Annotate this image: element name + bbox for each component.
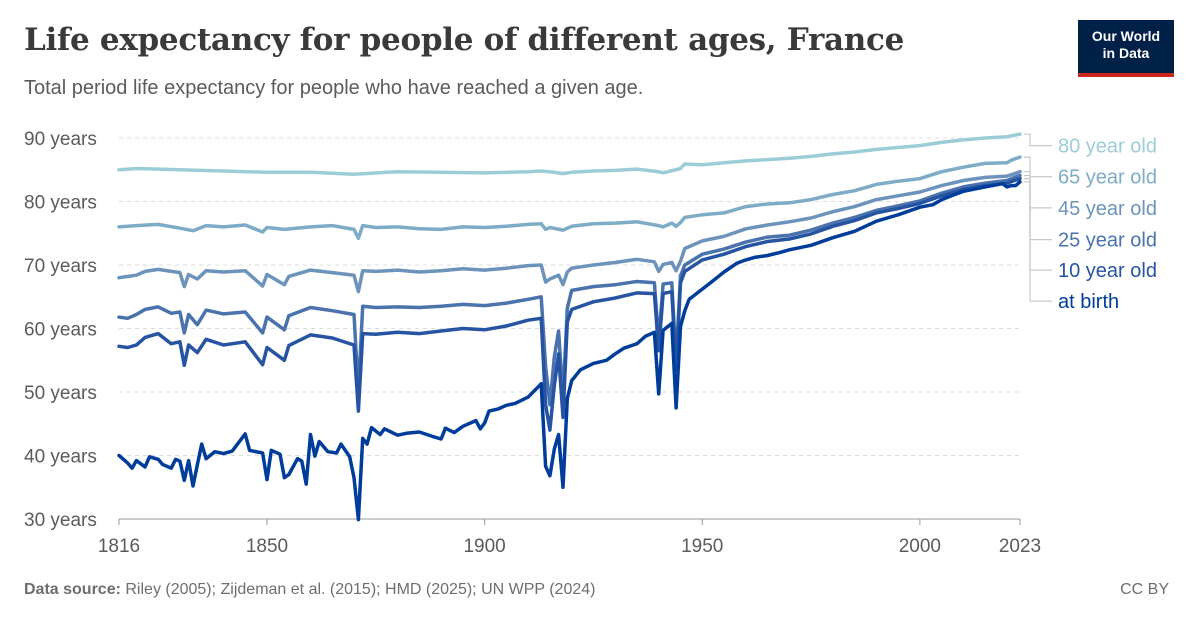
data-source-text[interactable]: Riley (2005); Zijdeman et al. (2015); HM…	[125, 581, 596, 598]
logo-line-1: Our World	[1091, 28, 1161, 44]
x-tick-label: 1900	[463, 536, 505, 557]
y-axis: 30 years 40 years 50 years 60 years 70 years…	[24, 129, 97, 531]
x-tick-label: 1850	[246, 536, 288, 557]
legend-label-65-year-old[interactable]: 65 year old	[1058, 167, 1157, 189]
data-source: Data source: Riley (2005); Zijdeman et a…	[24, 581, 595, 599]
y-tick-label: 40 years	[24, 447, 97, 468]
x-tick-label: 1950	[681, 536, 723, 557]
series-line-at-birth[interactable]	[117, 180, 1022, 522]
y-tick-label: 80 years	[24, 193, 97, 214]
chart-title: Life expectancy for people of different …	[24, 22, 905, 58]
legend-connector	[1024, 156, 1052, 178]
series-lines	[117, 132, 1022, 522]
x-tick-label: 1816	[98, 536, 140, 557]
logo-line-2: in Data	[1102, 45, 1150, 61]
legend-label-80-year-old[interactable]: 80 year old	[1058, 136, 1157, 158]
legend-label-10-year-old[interactable]: 10 year old	[1058, 260, 1157, 282]
legend-label-25-year-old[interactable]: 25 year old	[1058, 230, 1157, 252]
y-tick-label: 50 years	[24, 383, 97, 404]
legend-label-45-year-old[interactable]: 45 year old	[1058, 198, 1157, 220]
y-tick-label: 90 years	[24, 129, 97, 150]
series-line-65-year-old[interactable]	[117, 155, 1022, 241]
owid-logo[interactable]: Our World in Data	[1078, 20, 1174, 77]
series-line-25-year-old[interactable]	[117, 173, 1022, 407]
data-source-label: Data source:	[24, 581, 121, 598]
series-end-labels: 80 year old 65 year old 45 year old 25 year…	[1024, 133, 1157, 313]
y-tick-label: 60 years	[24, 320, 97, 341]
chart-subtitle: Total period life expectancy for people …	[24, 77, 644, 99]
x-tick-label: 2023	[999, 536, 1041, 557]
y-tick-label: 70 years	[24, 256, 97, 277]
series-line-80-year-old[interactable]	[117, 132, 1022, 176]
legend-connector	[1024, 181, 1052, 302]
x-axis: 1816 1850 1900 1950 2000 2023	[98, 518, 1041, 557]
series-line-45-year-old[interactable]	[117, 169, 1022, 294]
legend-connector	[1024, 133, 1052, 147]
y-tick-label: 30 years	[24, 510, 97, 531]
legend-connector	[1024, 178, 1052, 271]
x-tick-label: 2000	[899, 536, 941, 557]
series-line-10-year-old[interactable]	[117, 176, 1022, 432]
legend-label-at-birth[interactable]: at birth	[1058, 291, 1119, 313]
license-link[interactable]: CC BY	[1120, 581, 1169, 598]
